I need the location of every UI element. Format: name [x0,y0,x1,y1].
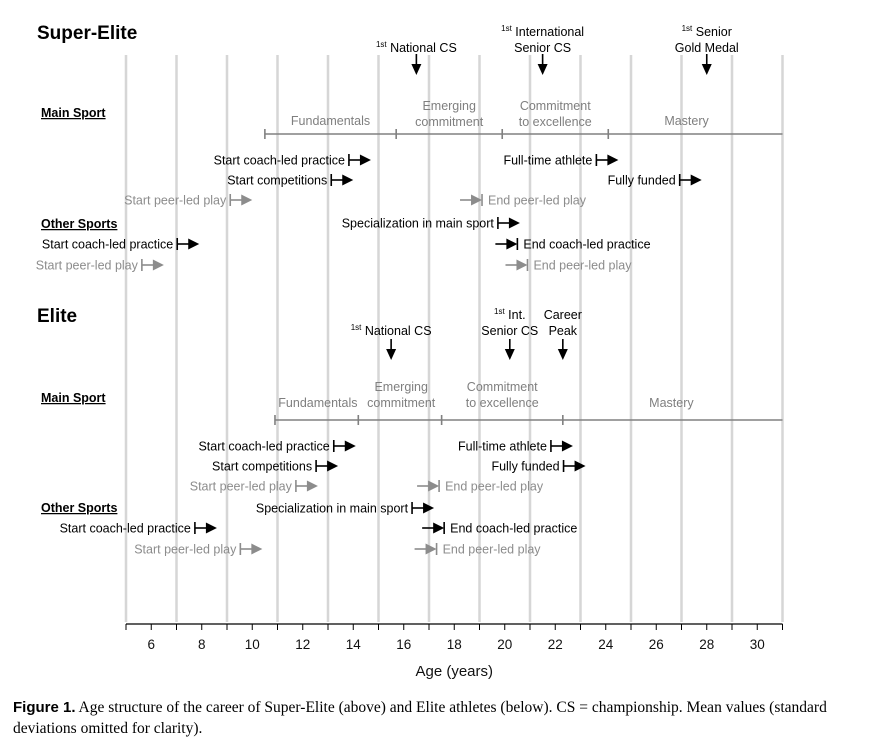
x-tick-label: 28 [699,637,714,652]
event-marker-head [471,194,483,206]
caption-text: Age structure of the career of Super-Eli… [13,699,827,737]
event-marker-head [561,440,573,452]
x-tick-label: 10 [245,637,260,652]
event-marker-head [205,522,217,534]
phase-label: Emerging [374,380,428,394]
phase-label-line2: to excellence [466,396,539,410]
milestone-label-line2: Senior CS [481,324,538,338]
caption-label: Figure 1. [13,699,76,716]
event-marker-head [690,174,702,186]
event-label: End peer-led play [445,480,544,494]
event-marker-head [516,259,528,271]
event-label: Fully funded [491,460,559,474]
phase-label: Mastery [649,396,694,410]
panel-title: Super-Elite [37,23,137,44]
x-tick-label: 6 [147,637,155,652]
event-label: End peer-led play [533,259,632,273]
event-marker-head [241,194,253,206]
event-label: End peer-led play [443,543,542,557]
phase-label: Commitment [520,99,591,113]
event-marker-head [327,460,339,472]
event-label: Start coach-led practice [60,522,191,536]
milestone-label: 1st National CS [376,40,457,55]
x-tick-label: 30 [750,637,765,652]
section-label-main-sport: Main Sport [41,106,106,120]
event-label: Start peer-led play [124,194,227,208]
event-label: Fully funded [608,174,676,188]
event-marker-head [425,543,437,555]
event-marker-head [506,238,518,250]
career-timeline-figure: 6 8 10 12 14 16 18 20 22 24 26 28 30 Age (years) Super… [36,23,784,680]
event-marker-head [306,480,318,492]
event-label: End peer-led play [488,194,587,208]
milestone-label-line2: Gold Medal [675,41,739,55]
milestone-label-line2: Peak [549,324,578,338]
milestone-arrow-head [411,64,422,75]
event-marker-head [607,154,619,166]
section-label-other-sports: Other Sports [41,217,117,231]
milestone-label: 1st Int. [494,307,526,322]
event-label: Specialization in main sport [342,217,495,231]
event-label: Full-time athlete [458,440,547,454]
event-label: Start peer-led play [36,259,139,273]
milestone-arrow-head [701,64,712,75]
phase-label-line2: commitment [367,396,436,410]
event-label: End coach-led practice [523,238,650,252]
x-tick-label: 8 [198,637,206,652]
event-label: Start competitions [212,460,312,474]
milestone-label: 1st International [501,24,584,39]
x-tick-label: 12 [295,637,310,652]
event-label: Start peer-led play [134,543,237,557]
phase-label: Fundamentals [278,396,357,410]
event-label: End coach-led practice [450,522,577,536]
event-marker-head [433,522,445,534]
x-tick-label: 24 [598,637,614,652]
section-label-main-sport: Main Sport [41,391,106,405]
x-tick-label: 16 [396,637,411,652]
phase-label: Mastery [664,114,709,128]
event-label: Full-time athlete [503,154,592,168]
x-tick-label: 14 [346,637,362,652]
milestone-arrow-head [386,349,397,360]
phase-label: Emerging [422,99,476,113]
x-tick-label: 18 [447,637,462,652]
event-label: Start coach-led practice [198,440,329,454]
event-marker-head [152,259,164,271]
event-label: Specialization in main sport [256,502,409,516]
panel-title: Elite [37,306,77,327]
event-marker-head [344,440,356,452]
event-marker-head [251,543,263,555]
x-axis-label: Age (years) [415,663,493,680]
event-label: Start coach-led practice [42,238,173,252]
event-marker-head [423,502,435,514]
phase-label-line2: commitment [415,115,484,129]
phase-label: Fundamentals [291,114,370,128]
milestone-label-line2: Senior CS [514,41,571,55]
event-label: Start competitions [227,174,327,188]
x-tick-label: 20 [497,637,512,652]
event-marker-head [428,480,440,492]
milestone-arrow-head [504,349,515,360]
figure-caption: Figure 1. Age structure of the career of… [13,697,883,739]
x-tick-label: 22 [548,637,563,652]
milestone-arrow-head [537,64,548,75]
event-label: Start peer-led play [190,480,293,494]
event-marker-head [188,238,200,250]
milestone-label: Career [544,308,582,322]
phase-label-line2: to excellence [519,115,592,129]
event-marker-head [359,154,371,166]
section-label-other-sports: Other Sports [41,501,117,515]
milestone-arrow-head [557,349,568,360]
event-label: Start coach-led practice [214,154,345,168]
x-tick-label: 26 [649,637,664,652]
event-marker-head [508,217,520,229]
milestone-label: 1st Senior [682,24,732,39]
event-marker-head [574,460,586,472]
phase-label: Commitment [467,380,538,394]
milestone-label: 1st National CS [351,323,432,338]
event-marker-head [342,174,354,186]
